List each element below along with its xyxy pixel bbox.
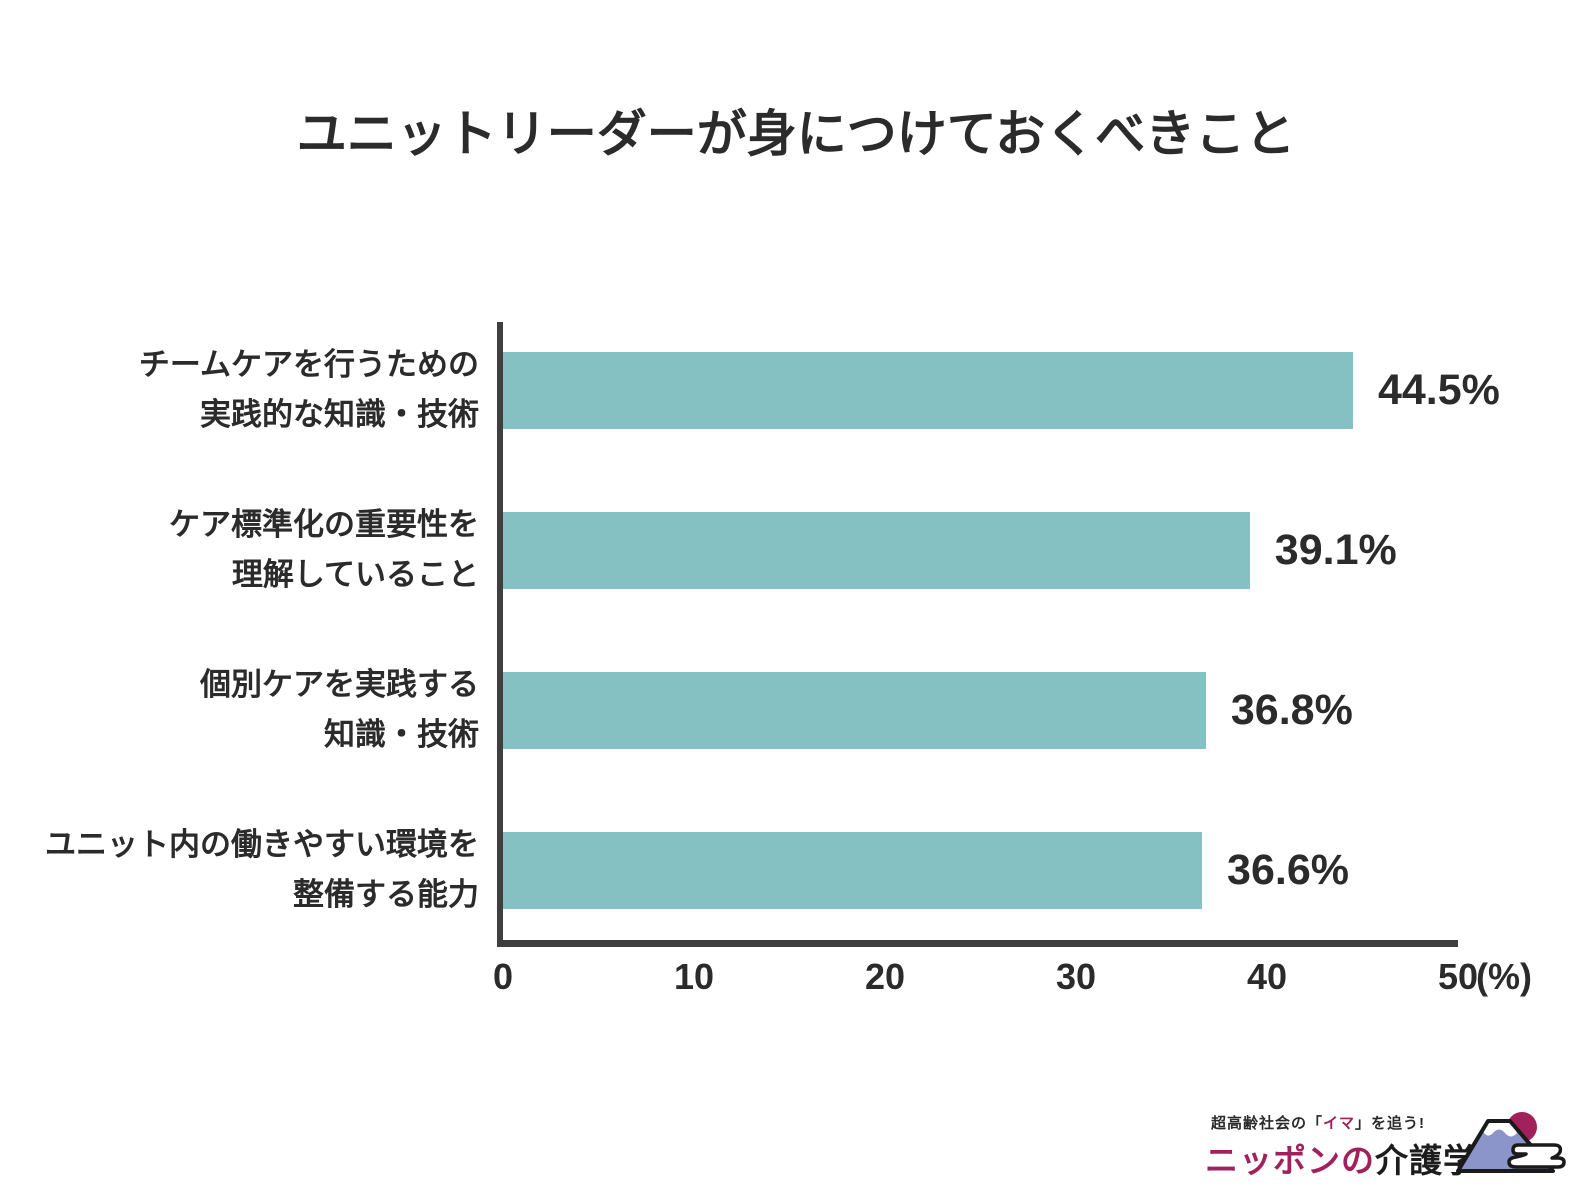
logo-brand-primary: ニッポンの [1205, 1142, 1375, 1179]
x-axis-tick-label: 10 [673, 956, 715, 997]
plot-area: (%) 44.5% チームケアを行うための実践的な知識・技術 39.1% ケア標準化の… [45, 322, 1532, 997]
site-logo-text: 超高齢社会の「イマ」を追う! ニッポンの介護学 [1205, 1112, 1477, 1182]
bar [503, 832, 1203, 909]
bar-value-label: 39.1% [1274, 526, 1397, 574]
x-axis-tick-label: 20 [864, 956, 906, 997]
bar-value-label: 36.8% [1230, 686, 1353, 734]
bar-value-label: 36.6% [1227, 846, 1349, 894]
logo-brand: ニッポンの介護学 [1205, 1134, 1477, 1182]
category-label-line: ケア標準化の重要性を [169, 507, 479, 542]
category-label-line: ユニット内の働きやすい環境を [45, 827, 479, 862]
bar [503, 512, 1250, 589]
category-label: チームケアを行うための実践的な知識・技術 [19, 340, 479, 440]
bar [503, 672, 1206, 749]
category-label-line: 知識・技術 [324, 717, 479, 752]
x-axis-tick-label: 40 [1246, 956, 1288, 997]
category-label-line: 理解していること [231, 557, 479, 592]
category-label: ケア標準化の重要性を理解していること [19, 500, 479, 600]
chart-title: ユニットリーダーが身につけておくべきこと [296, 106, 1296, 162]
bar-row: 36.6% [503, 832, 1458, 909]
x-axis-tick-label: 30 [1055, 956, 1097, 997]
logo-tagline-highlight: イマ [1323, 1115, 1356, 1132]
logo-tagline: 超高齢社会の「イマ」を追う! [1205, 1112, 1477, 1133]
category-label-line: 個別ケアを実践する [200, 667, 479, 702]
x-axis-tick-label: 0 [492, 956, 514, 997]
bar-row: 44.5% [503, 352, 1500, 429]
fuji-mountain-icon [1456, 1112, 1566, 1173]
category-label: ユニット内の働きやすい環境を整備する能力 [19, 820, 479, 920]
category-label-line: 実践的な知識・技術 [200, 397, 479, 432]
logo-tagline-prefix: 超高齢社会の「 [1211, 1115, 1324, 1132]
bar-row: 39.1% [503, 512, 1458, 589]
bar [503, 352, 1353, 429]
x-axis-unit-label: (%) [1476, 956, 1532, 997]
x-axis-tick-label: 50 [1437, 956, 1479, 997]
bar-value-label: 44.5% [1377, 366, 1500, 414]
logo-tagline-suffix: 」を追う! [1355, 1115, 1426, 1132]
category-label-line: チームケアを行うための [138, 347, 479, 382]
category-label-line: 整備する能力 [293, 877, 479, 912]
bar-row: 36.8% [503, 672, 1458, 749]
category-label: 個別ケアを実践する知識・技術 [19, 660, 479, 760]
site-logo: 超高齢社会の「イマ」を追う! ニッポンの介護学 [1205, 1112, 1477, 1182]
